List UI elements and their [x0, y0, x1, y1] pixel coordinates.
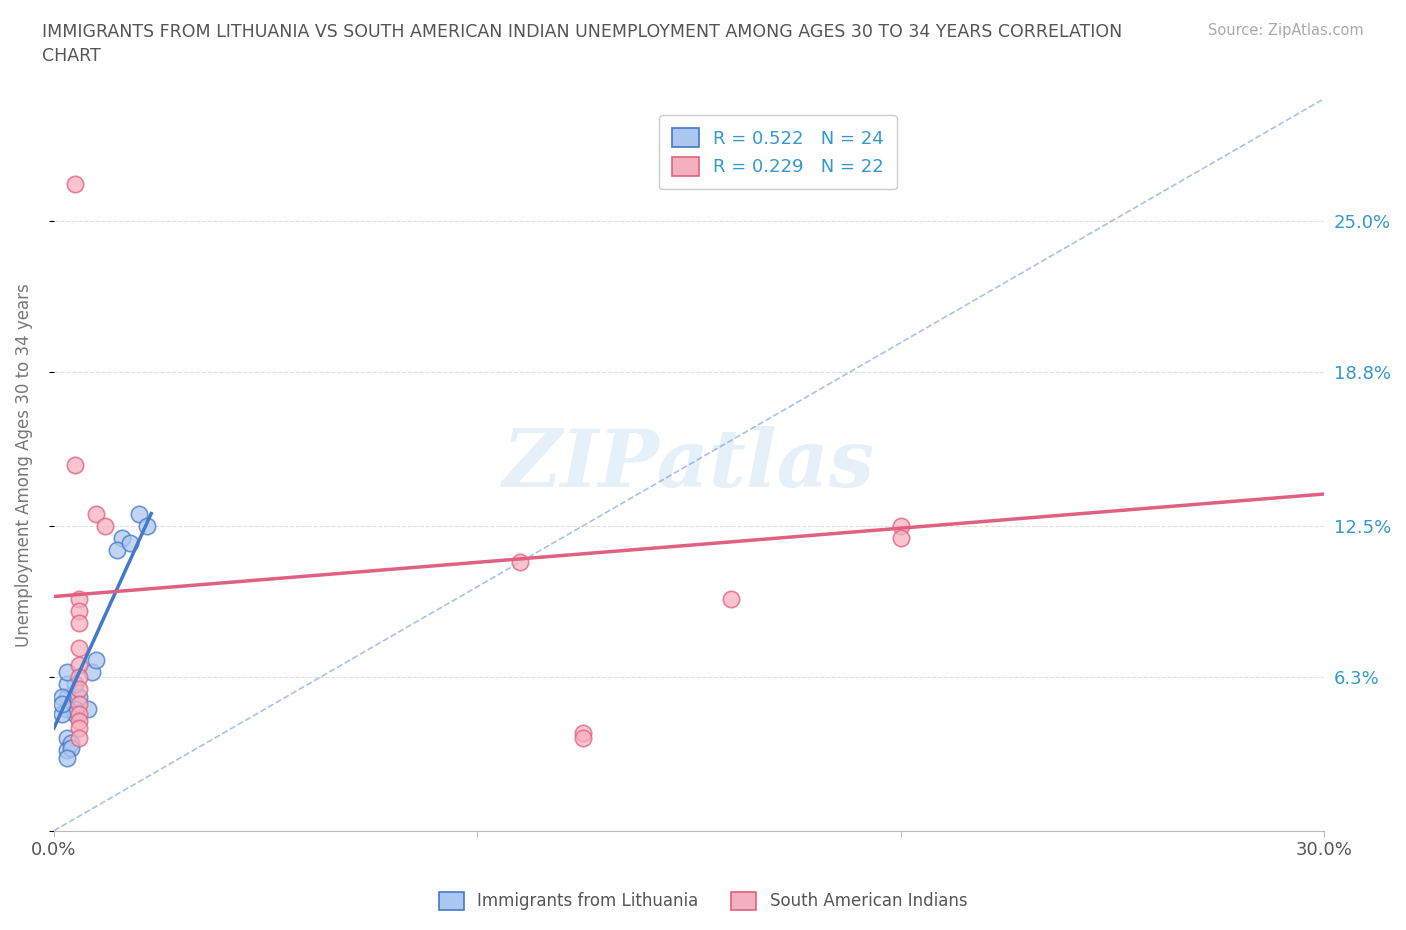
Point [136, 518, 159, 533]
Point [67, 731, 90, 746]
Point [67, 591, 90, 606]
Point [890, 530, 912, 545]
Point [55, 665, 77, 680]
Point [63, 706, 86, 721]
Point [55, 701, 77, 716]
Point [67, 604, 90, 618]
Point [51, 697, 73, 711]
Y-axis label: Unemployment Among Ages 30 to 34 years: Unemployment Among Ages 30 to 34 years [15, 283, 32, 646]
Point [59, 740, 82, 755]
Point [67, 682, 90, 697]
Point [118, 536, 141, 551]
Point [63, 677, 86, 692]
Text: Source: ZipAtlas.com: Source: ZipAtlas.com [1208, 23, 1364, 38]
Point [572, 731, 595, 746]
Point [59, 736, 82, 751]
Point [55, 751, 77, 765]
Point [63, 701, 86, 716]
Point [890, 518, 912, 533]
Point [720, 591, 742, 606]
Point [67, 697, 90, 711]
Point [128, 506, 150, 521]
Point [509, 555, 531, 570]
Point [63, 177, 86, 192]
Point [67, 670, 90, 684]
Point [105, 543, 128, 558]
Point [55, 731, 77, 746]
Text: IMMIGRANTS FROM LITHUANIA VS SOUTH AMERICAN INDIAN UNEMPLOYMENT AMONG AGES 30 TO: IMMIGRANTS FROM LITHUANIA VS SOUTH AMERI… [42, 23, 1122, 65]
Point [51, 706, 73, 721]
Point [67, 721, 90, 736]
Point [67, 641, 90, 656]
Point [67, 616, 90, 631]
Point [51, 689, 73, 704]
Point [67, 658, 90, 672]
Point [67, 689, 90, 704]
Point [67, 713, 90, 728]
Point [55, 743, 77, 758]
Point [67, 706, 90, 721]
Legend: R = 0.522   N = 24, R = 0.229   N = 22: R = 0.522 N = 24, R = 0.229 N = 22 [659, 115, 897, 189]
Point [110, 530, 132, 545]
Point [84, 653, 107, 668]
Legend: Immigrants from Lithuania, South American Indians: Immigrants from Lithuania, South America… [432, 885, 974, 917]
Point [63, 458, 86, 472]
Point [76, 701, 98, 716]
Point [572, 725, 595, 740]
Point [84, 506, 107, 521]
Point [55, 677, 77, 692]
Point [55, 689, 77, 704]
Point [80, 665, 103, 680]
Text: ZIPatlas: ZIPatlas [503, 426, 875, 503]
Point [93, 518, 115, 533]
